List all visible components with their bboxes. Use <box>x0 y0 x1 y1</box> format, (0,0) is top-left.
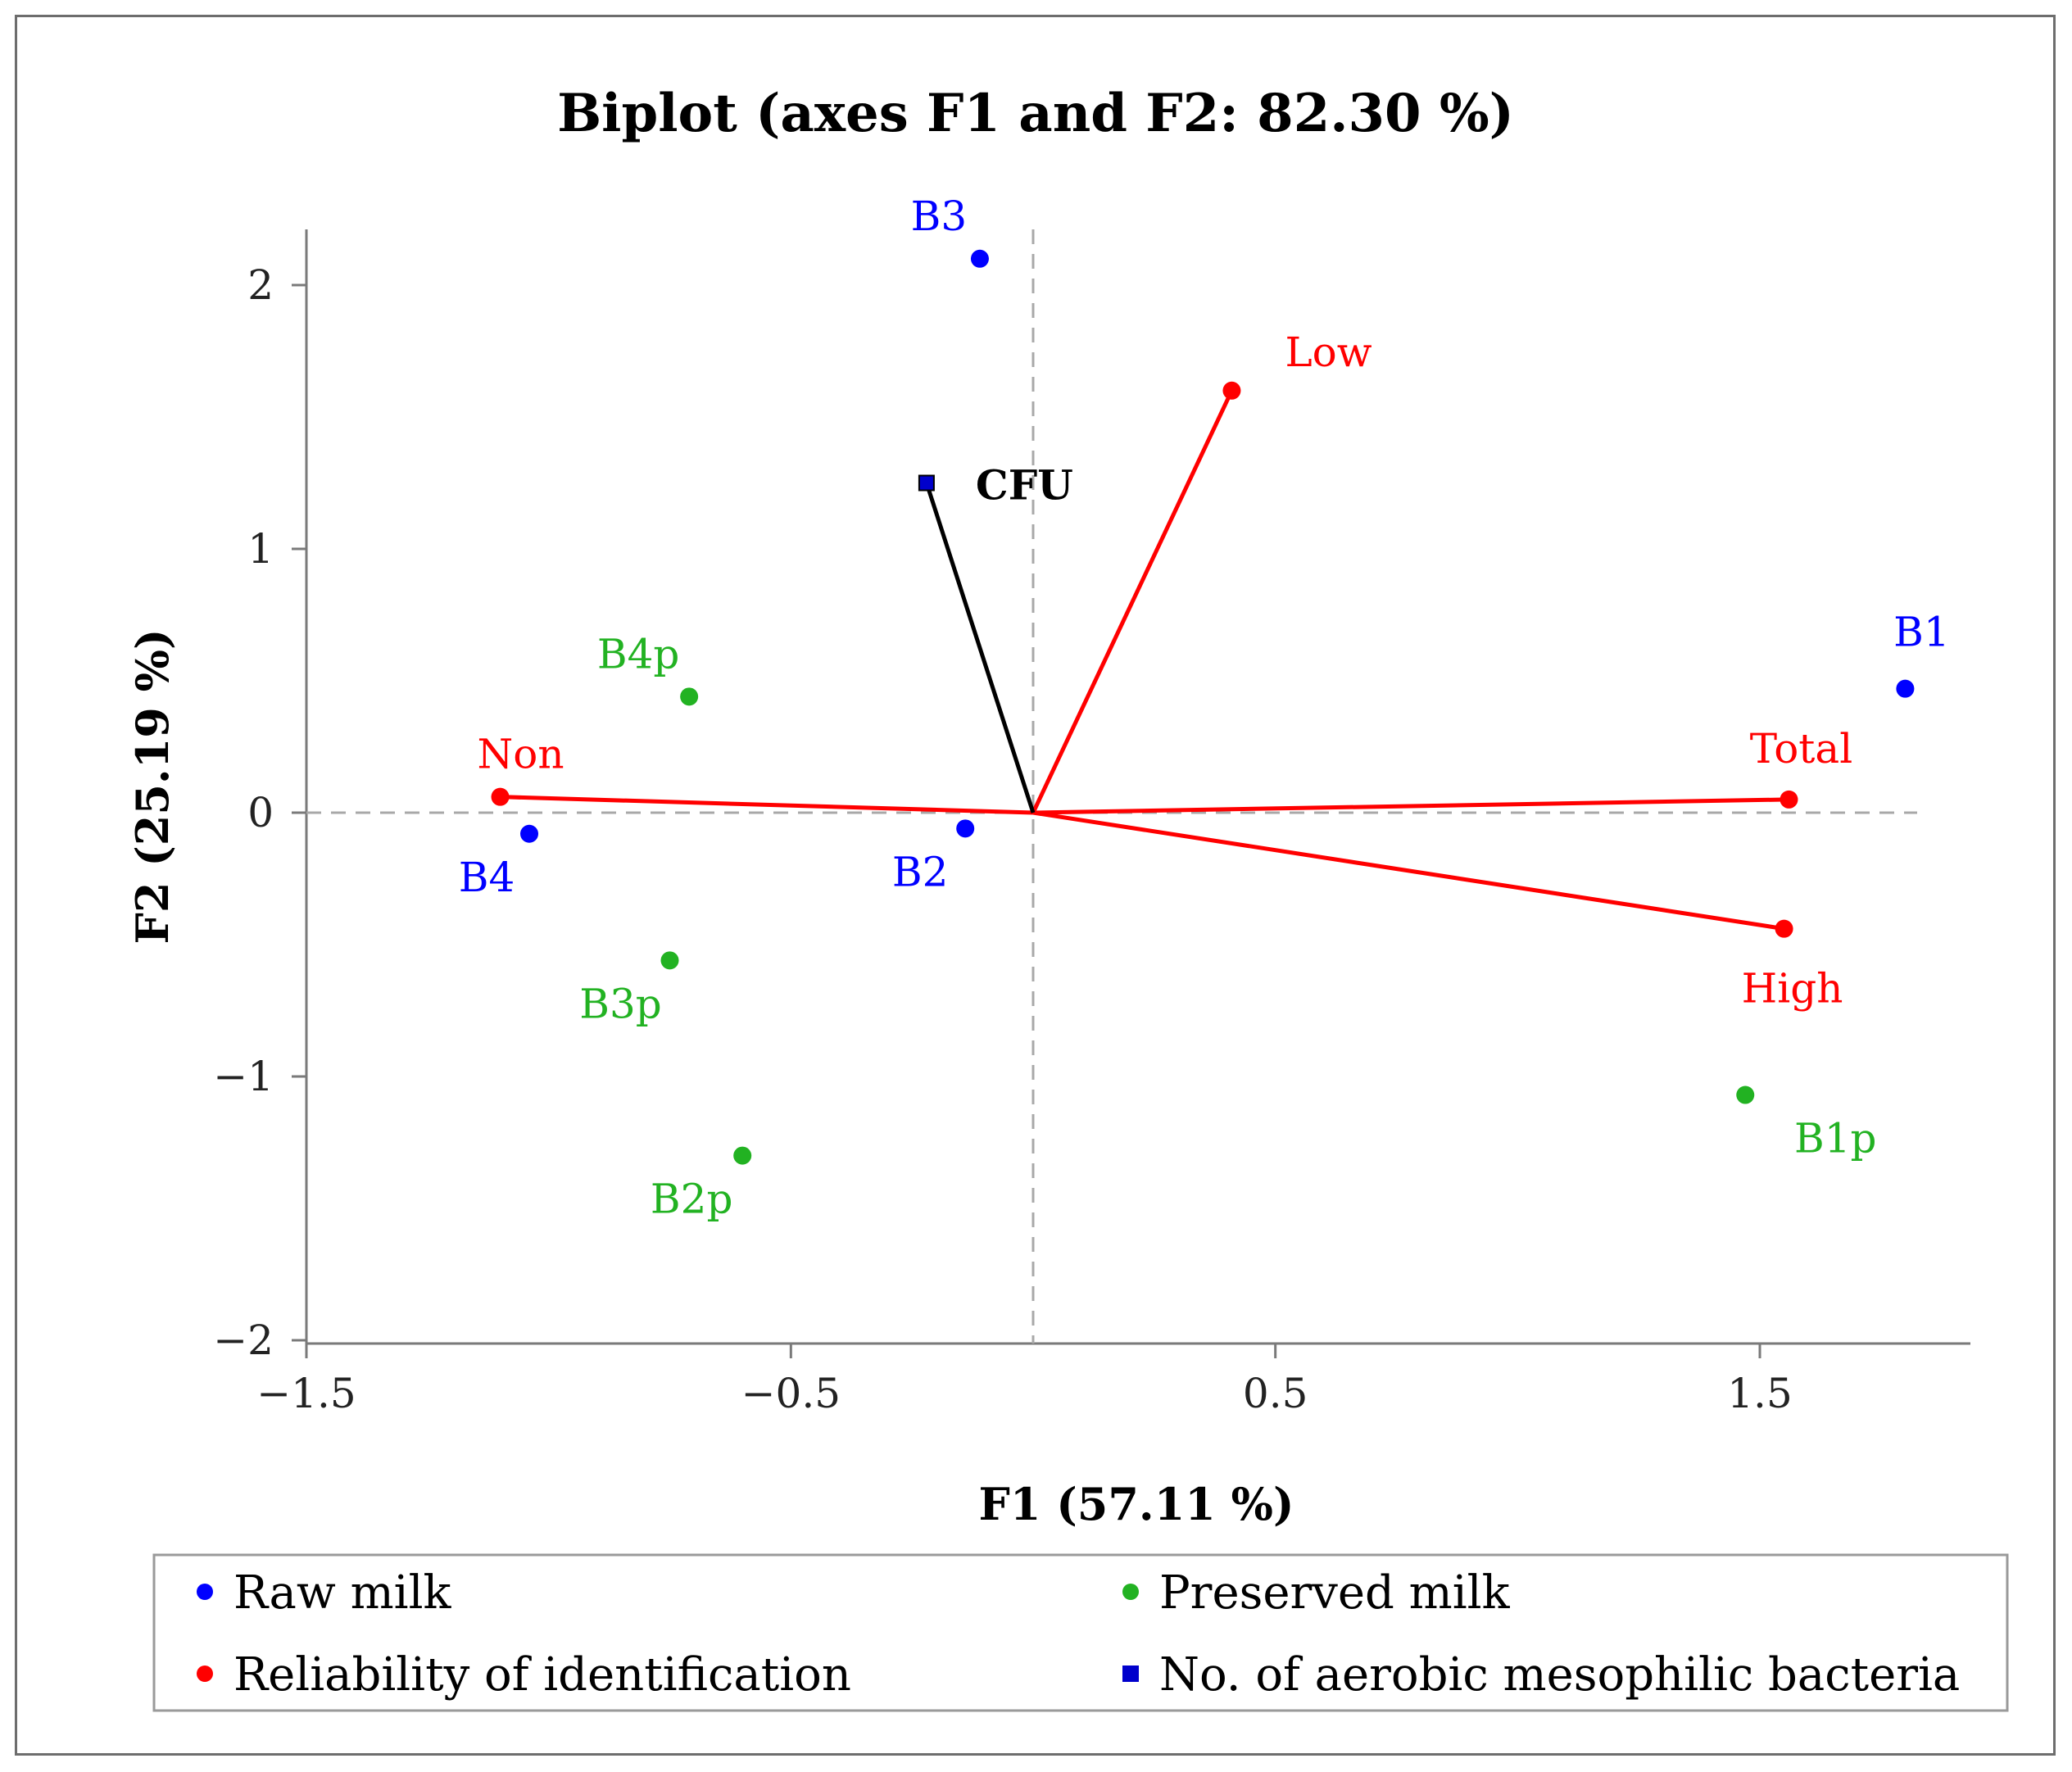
point-b1p <box>1736 1085 1755 1104</box>
point-b3p <box>660 951 679 970</box>
legend-marker <box>197 1584 213 1600</box>
point-label-b2p: B2p <box>651 1176 733 1223</box>
y-tick-label: −2 <box>213 1317 274 1364</box>
point-b2p <box>733 1146 752 1165</box>
plot-area: −1.5 −0.5 0.5 1.5 −2 −1 0 1 2 B1 B2 B3 B4 B1p B2p B3p… <box>213 193 1970 1417</box>
point-label-non: Non <box>478 731 564 778</box>
legend-marker <box>1122 1665 1139 1682</box>
legend: Raw milk Preserved milk Reliability of ide… <box>152 1553 2009 1712</box>
points: B1 B2 B3 B4 B1p B2p B3p B4p Low Total High Non CFU <box>459 193 1950 1223</box>
point-b2 <box>956 819 975 838</box>
vectors <box>500 389 1789 931</box>
x-axis-title: F1 (57.11 %) <box>978 1478 1294 1530</box>
vector-high <box>1032 810 1784 931</box>
point-label-b3p: B3p <box>579 980 662 1027</box>
point-label-total: Total <box>1750 725 1852 773</box>
y-ticks: −2 −1 0 1 2 <box>213 261 306 1364</box>
y-axis-title: F2 (25.19 %) <box>126 628 179 944</box>
x-tick-label: −1.5 <box>256 1370 356 1417</box>
vector-non <box>500 795 1034 815</box>
point-label-b4: B4 <box>459 854 515 901</box>
legend-label: No. of aerobic mesophilic bacteria <box>1159 1648 1960 1702</box>
point-b4 <box>520 824 539 843</box>
vector-total <box>1032 797 1789 815</box>
point-high <box>1775 919 1793 938</box>
point-b1 <box>1896 679 1915 698</box>
legend-marker <box>1122 1584 1139 1600</box>
legend-box <box>152 1553 2009 1712</box>
point-label-cfu: CFU <box>976 461 1073 510</box>
point-low <box>1222 381 1241 400</box>
point-non <box>491 787 510 806</box>
x-ticks: −1.5 −0.5 0.5 1.5 <box>256 1344 1793 1417</box>
y-tick-label: 2 <box>247 261 274 309</box>
point-label-low: Low <box>1285 329 1372 376</box>
y-tick-label: 1 <box>247 525 274 573</box>
x-tick-label: 1.5 <box>1727 1370 1793 1417</box>
point-label-b1p: B1p <box>1794 1115 1877 1162</box>
legend-label: Preserved milk <box>1159 1566 1511 1620</box>
legend-label: Reliability of identification <box>233 1648 851 1702</box>
vector-cfu <box>924 482 1036 813</box>
point-total <box>1780 790 1798 809</box>
point-label-b3: B3 <box>911 193 968 240</box>
point-b3 <box>970 249 989 268</box>
chart-title: Biplot (axes F1 and F2: 82.30 %) <box>557 83 1514 144</box>
figure-frame <box>15 15 2056 1756</box>
point-b4p <box>680 687 699 706</box>
point-label-high: High <box>1742 965 1843 1013</box>
point-cfu <box>918 474 935 492</box>
x-tick-label: 0.5 <box>1243 1370 1308 1417</box>
y-tick-label: −1 <box>213 1053 274 1100</box>
legend-label: Raw milk <box>233 1566 451 1620</box>
y-tick-label: 0 <box>247 789 274 836</box>
vector-low <box>1031 389 1234 814</box>
point-label-b1: B1 <box>1893 609 1950 656</box>
legend-marker <box>197 1665 213 1682</box>
point-label-b4p: B4p <box>597 630 680 678</box>
x-tick-label: −0.5 <box>741 1370 841 1417</box>
point-label-b2: B2 <box>892 848 949 895</box>
